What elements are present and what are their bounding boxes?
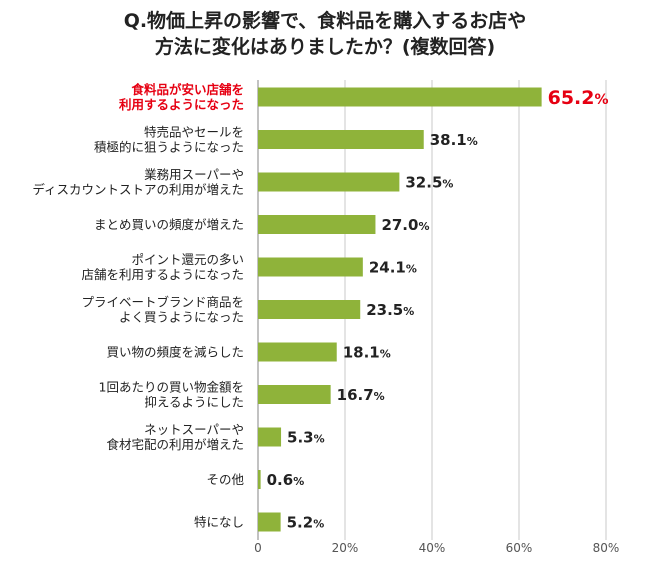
category-label-2-0: 業務用スーパーや xyxy=(144,167,244,182)
category-label-7-1: 抑えるようにした xyxy=(144,395,244,410)
category-label-1-0: 特売品やセールを xyxy=(144,125,244,140)
category-label-1-1: 積極的に狙うようになった xyxy=(94,140,244,155)
bar-0 xyxy=(258,87,542,107)
bar-5 xyxy=(258,300,361,319)
chart-title: Q.物価上昇の影響で、食料品を購入するお店や 方法に変化はありましたか？(複数回… xyxy=(0,8,650,60)
category-label-5-0: プライベートブランド商品を xyxy=(81,295,244,310)
bar-8 xyxy=(258,427,282,447)
chart-title-line-1: Q.物価上昇の影響で、食料品を購入するお店や xyxy=(123,10,527,32)
bar-1 xyxy=(258,130,424,149)
x-tick-label-0: 0 xyxy=(254,541,262,555)
bar-10 xyxy=(258,512,281,532)
x-tick-label-2: 40% xyxy=(419,541,446,555)
bar-2 xyxy=(258,172,400,192)
bar-6 xyxy=(258,342,337,362)
value-label-10: 5.2% xyxy=(287,514,325,532)
category-label-10-0: 特になし xyxy=(194,515,244,530)
category-label-2-1: ディスカウントストアの利用が増えた xyxy=(32,182,244,197)
value-label-9: 0.6% xyxy=(267,471,305,489)
value-label-8: 5.3% xyxy=(287,429,325,447)
bar-3 xyxy=(258,215,376,234)
x-tick-label-1: 20% xyxy=(332,541,359,555)
category-label-6-0: 買い物の頻度を減らした xyxy=(106,345,244,360)
value-label-0: 65.2% xyxy=(548,87,609,109)
category-label-4-1: 店舗を利用するようになった xyxy=(81,267,244,282)
category-label-0-1: 利用するようになった xyxy=(119,97,244,112)
value-label-5: 23.5% xyxy=(366,301,414,319)
value-label-1: 38.1% xyxy=(430,131,478,149)
value-label-2: 32.5% xyxy=(405,174,453,192)
category-label-4-0: ポイント還元の多い xyxy=(131,252,244,267)
category-label-9-0: その他 xyxy=(206,472,244,487)
value-label-6: 18.1% xyxy=(343,344,391,362)
category-label-8-1: 食材宅配の利用が増えた xyxy=(106,437,244,452)
category-label-3-0: まとめ買いの頻度が増えた xyxy=(94,217,244,232)
category-label-8-0: ネットスーパーや xyxy=(144,422,244,437)
bar-4 xyxy=(258,257,363,277)
chart-title-line-2: 方法に変化はありましたか？(複数回答) xyxy=(154,36,496,58)
x-tick-label-3: 60% xyxy=(506,541,533,555)
bar-9 xyxy=(258,470,261,489)
category-label-0-0: 食料品が安い店舗を xyxy=(130,82,244,97)
category-label-7-0: 1回あたりの買い物金額を xyxy=(99,380,244,395)
bar-7 xyxy=(258,385,331,404)
value-label-4: 24.1% xyxy=(369,259,417,277)
category-label-5-1: よく買うようになった xyxy=(119,310,244,325)
value-label-7: 16.7% xyxy=(337,386,385,404)
x-tick-label-4: 80% xyxy=(593,541,620,555)
value-label-3: 27.0% xyxy=(381,216,429,234)
